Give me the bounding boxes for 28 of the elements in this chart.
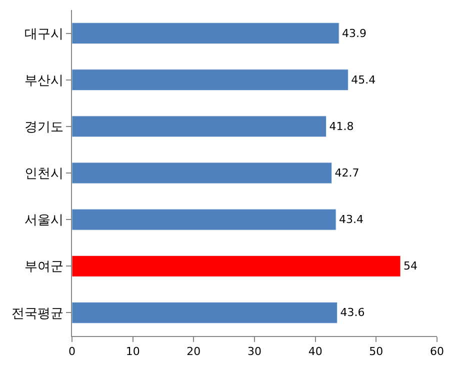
bar xyxy=(72,116,327,138)
y-tick-label: 부산시 xyxy=(24,73,64,88)
bar xyxy=(72,208,336,230)
data-label: 45.4 xyxy=(351,73,376,86)
bar xyxy=(72,22,340,44)
data-label: 42.7 xyxy=(334,166,360,180)
x-tick-label: 60 xyxy=(430,345,444,358)
y-tick-label: 대구시 xyxy=(24,26,64,42)
x-tick-label: 50 xyxy=(369,345,384,358)
x-tick-label: 40 xyxy=(308,345,322,358)
x-tick-label: 10 xyxy=(126,345,140,358)
data-label: 54 xyxy=(404,260,418,273)
y-tick-label: 인천시 xyxy=(24,166,64,182)
x-tick-label: 0 xyxy=(68,345,76,358)
data-label: 41.8 xyxy=(329,120,354,133)
data-label: 43.4 xyxy=(339,213,364,226)
bar xyxy=(72,162,332,184)
data-label: 43.9 xyxy=(342,26,367,40)
bar xyxy=(72,255,401,277)
bar xyxy=(72,302,338,324)
x-tick-label: 20 xyxy=(186,345,201,358)
data-label: 43.6 xyxy=(340,306,365,320)
x-tick-label: 30 xyxy=(248,345,262,358)
y-tick-label: 부여군 xyxy=(24,260,64,275)
y-tick-label: 경기도 xyxy=(24,120,64,135)
bar xyxy=(72,69,348,91)
y-tick-label: 전국평균 xyxy=(11,306,64,322)
y-tick-label: 서울시 xyxy=(24,213,64,228)
